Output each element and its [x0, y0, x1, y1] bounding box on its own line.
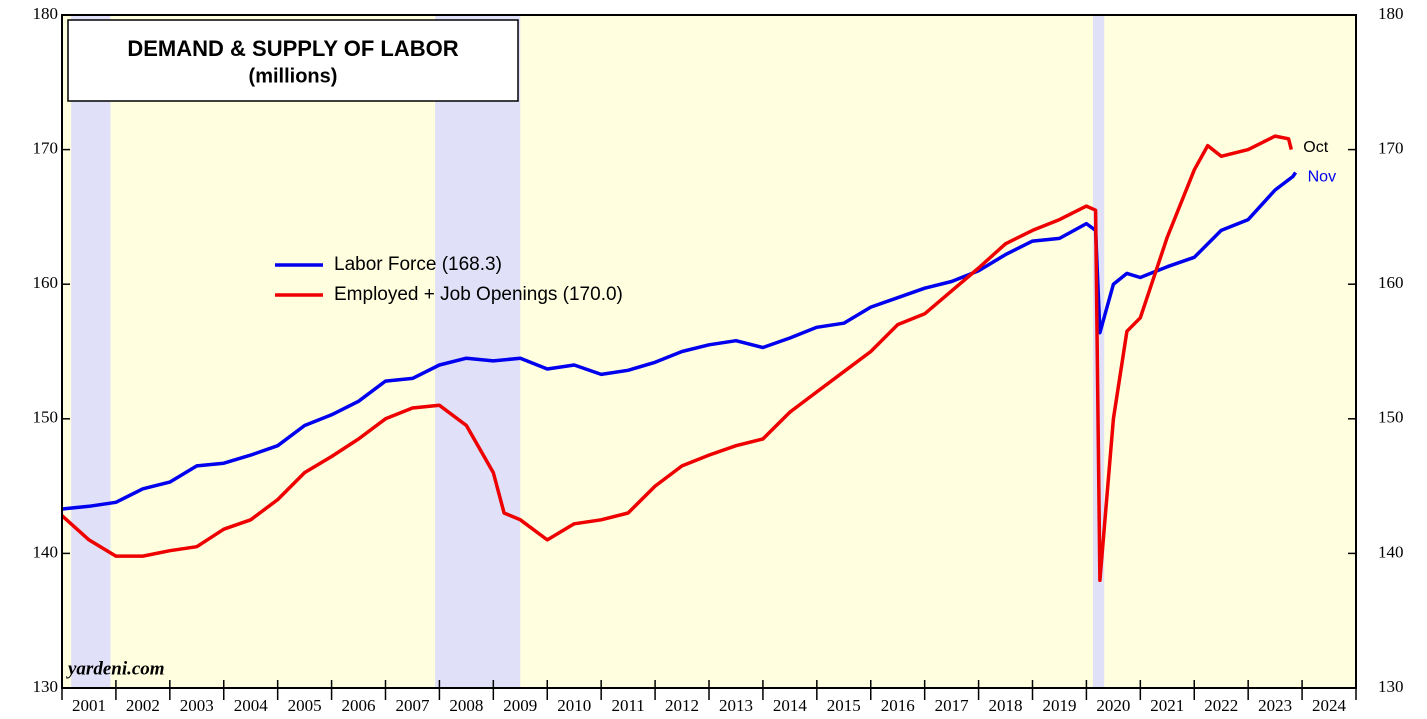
x-tick-label: 2004	[234, 696, 269, 715]
x-tick-label: 2016	[881, 696, 915, 715]
y-tick-label: 130	[33, 677, 59, 696]
x-tick-label: 2023	[1258, 696, 1292, 715]
y2-tick-label: 180	[1378, 4, 1404, 23]
x-tick-label: 2003	[180, 696, 214, 715]
x-tick-label: 2011	[611, 696, 644, 715]
y2-tick-label: 140	[1378, 542, 1404, 561]
series-line	[61, 171, 1298, 511]
title-box	[67, 19, 519, 102]
chart-subtitle: (millions)	[249, 65, 338, 87]
end-label: Nov	[1308, 169, 1336, 186]
x-tick-label: 2012	[665, 696, 699, 715]
series-line	[60, 134, 1293, 583]
x-tick-label: 2015	[827, 696, 861, 715]
end-label: Oct	[1303, 139, 1328, 156]
y-tick-label: 140	[33, 542, 59, 561]
y2-tick-label: 170	[1378, 139, 1404, 158]
x-tick-label: 2010	[557, 696, 591, 715]
y2-tick-label: 150	[1378, 408, 1404, 427]
x-tick-label: 2024	[1312, 696, 1347, 715]
plot-area: 130 130 140 140 150 150 160 160 170 170 180 180 2001…	[33, 4, 1404, 715]
recession-band	[71, 15, 111, 688]
x-tick-label: 2021	[1150, 696, 1184, 715]
x-tick-label: 2007	[395, 696, 430, 715]
x-tick-label: 2002	[126, 696, 160, 715]
y-tick-label: 160	[33, 273, 59, 292]
y2-tick-label: 160	[1378, 273, 1404, 292]
x-tick-label: 2017	[935, 696, 970, 715]
y-tick-label: 170	[33, 139, 59, 158]
chart-title: DEMAND & SUPPLY OF LABOR	[127, 36, 458, 61]
plot-frame	[61, 14, 1357, 689]
watermark: yardeni.com	[66, 658, 165, 679]
x-tick-label: 2019	[1042, 696, 1076, 715]
x-tick-label: 2005	[288, 696, 322, 715]
legend-label: Labor Force (168.3)	[334, 254, 502, 275]
plot-background	[62, 15, 1356, 688]
x-tick-label: 2009	[503, 696, 537, 715]
x-tick-label: 2020	[1096, 696, 1130, 715]
x-tick-label: 2006	[342, 696, 376, 715]
x-tick-label: 2018	[989, 696, 1023, 715]
x-tick-label: 2008	[449, 696, 483, 715]
y-tick-label: 180	[33, 4, 59, 23]
recession-band	[435, 15, 521, 688]
x-tick-label: 2013	[719, 696, 753, 715]
x-tick-label: 2014	[773, 696, 808, 715]
x-tick-label: 2001	[72, 696, 106, 715]
x-tick-label: 2022	[1204, 696, 1238, 715]
y-tick-label: 150	[33, 408, 59, 427]
y2-tick-label: 130	[1378, 677, 1404, 696]
legend-label: Employed + Job Openings (170.0)	[334, 284, 623, 305]
